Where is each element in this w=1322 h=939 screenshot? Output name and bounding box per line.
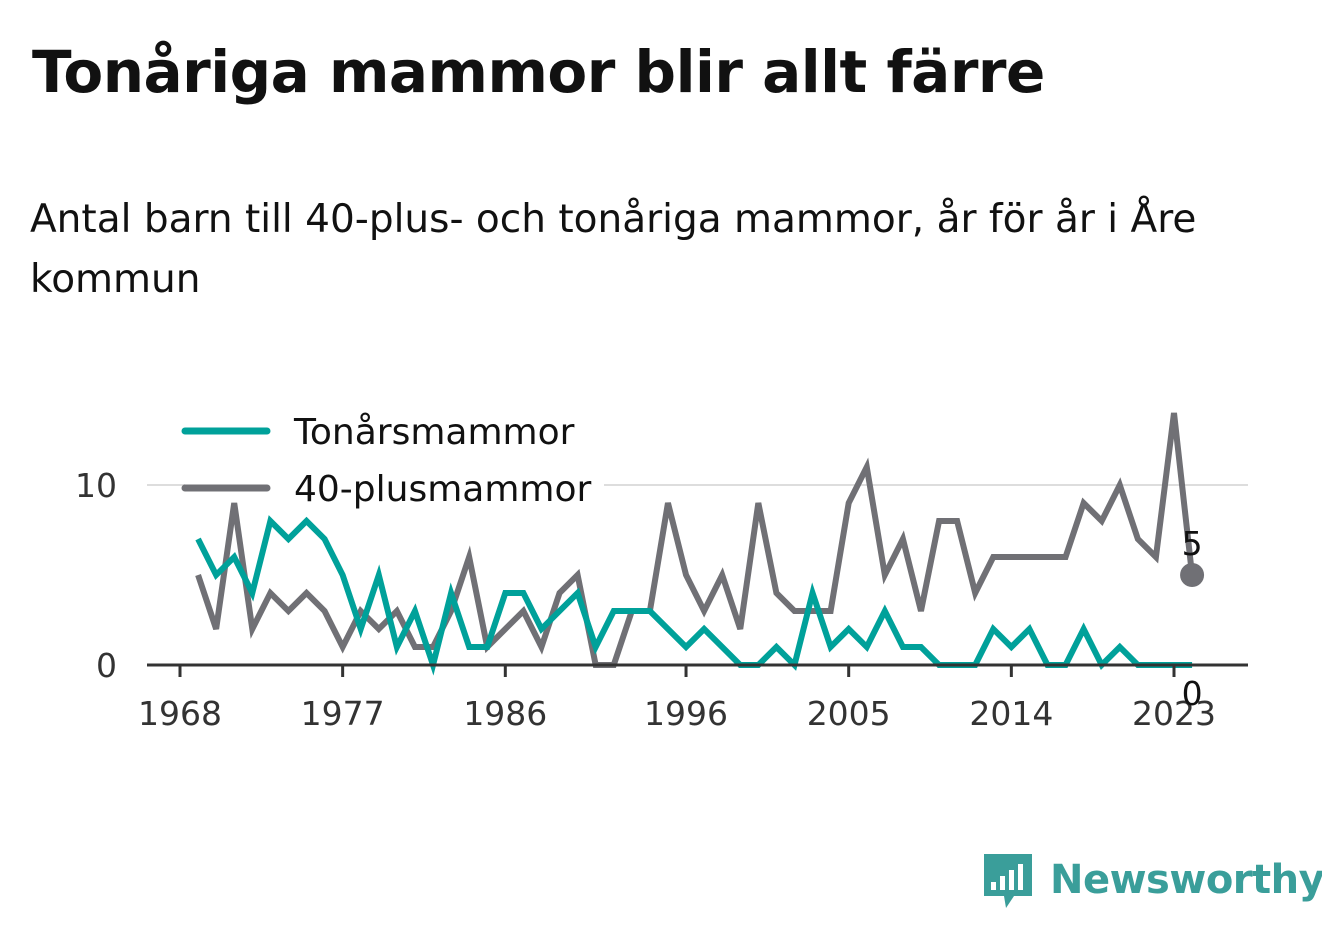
series-lines (195, 412, 1196, 676)
x-tick-label: 1968 (138, 694, 222, 733)
end-marker-40-plusmammor (1180, 563, 1205, 587)
y-tick-label: 10 (75, 466, 117, 505)
end-label-40-plusmammor: 5 (1182, 524, 1203, 563)
chart-title: Tonåriga mammor blir allt färre (32, 38, 1045, 106)
y-tick-label: 0 (96, 646, 117, 685)
newsworthy-logo-icon (984, 854, 1032, 908)
legend: Tonårsmammor 40-plusmammor (181, 412, 592, 510)
end-label-tonarsmammor: 0 (1182, 674, 1203, 713)
x-tick-label: 2023 (1132, 694, 1216, 733)
legend-label-tonarsmammor: Tonårsmammor (293, 412, 575, 453)
x-tick-label: 2014 (969, 694, 1053, 733)
newsworthy-logo: Newsworthy (980, 850, 1322, 910)
legend-label-40-plusmammor: 40-plusmammor (294, 469, 592, 510)
chart-subtitle: Antal barn till 40-plus- och tonåriga ma… (30, 197, 1197, 302)
x-tick-label: 1977 (301, 694, 385, 733)
x-tick-label: 1996 (644, 694, 728, 733)
x-tick-label: 1986 (463, 694, 547, 733)
x-tick-label: 2005 (807, 694, 891, 733)
brand-name: Newsworthy (1050, 857, 1322, 903)
series-line-tonarsmammor (195, 515, 1193, 676)
axes: 0 10 1968 1977 1986 1996 2005 2014 2023 (75, 466, 1248, 733)
end-markers: 50 (1180, 524, 1205, 713)
